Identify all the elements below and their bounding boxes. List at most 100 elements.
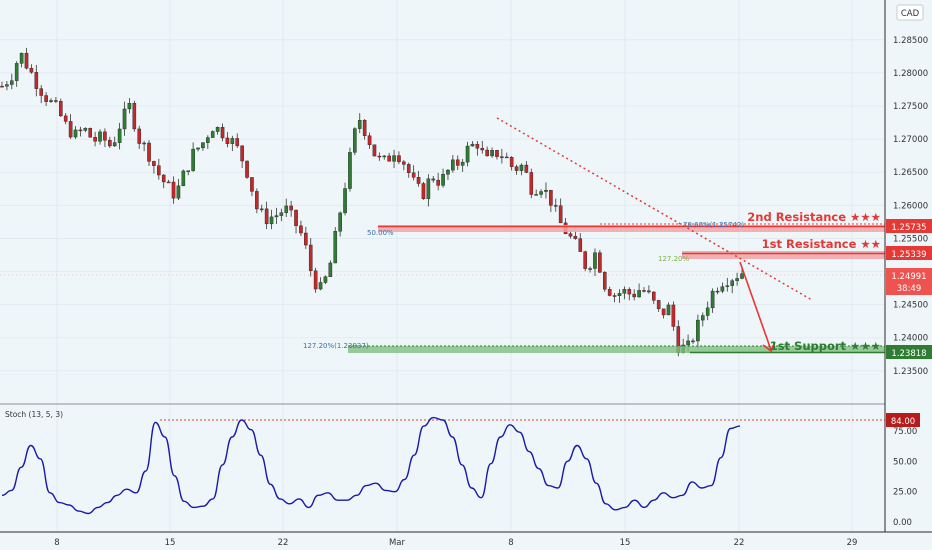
stoch-tick-label: 25.00 (893, 488, 917, 498)
price-axis[interactable]: 1.28500 1.28000 1.27500 1.27000 1.26500 1.260… (884, 0, 932, 532)
candle (627, 287, 632, 301)
price-tick-label: 1.28500 (893, 36, 928, 46)
candle (191, 142, 195, 172)
candle (696, 314, 700, 348)
candle (0, 81, 4, 88)
time-tick-label: 22 (278, 538, 289, 548)
candle (617, 289, 622, 303)
candle (671, 301, 676, 331)
candle (196, 147, 200, 152)
candle (294, 209, 298, 234)
stochastic-pane[interactable]: Stoch (13, 5, 3) (1, 410, 885, 515)
candle (108, 136, 112, 149)
candle (230, 135, 235, 152)
candle (397, 151, 401, 165)
first-resistance-label: 1st Resistance ★★ (762, 237, 881, 251)
candle (529, 168, 534, 199)
candle (93, 131, 97, 147)
candle (700, 312, 705, 327)
candle (132, 100, 137, 132)
candle (220, 123, 225, 142)
candle (5, 81, 9, 91)
candle (715, 287, 720, 295)
price-tick-label: 1.26000 (893, 201, 928, 211)
price-tick-label: 1.28000 (893, 69, 928, 79)
candle (607, 286, 612, 297)
candle (382, 155, 387, 160)
candle (500, 148, 504, 164)
candle (534, 189, 538, 196)
candle (318, 277, 323, 291)
second-resistance-label: 2nd Resistance ★★★ (747, 210, 881, 224)
svg-text:84.00: 84.00 (891, 417, 915, 427)
svg-text:1.23818: 1.23818 (891, 349, 926, 359)
candle (539, 189, 543, 198)
candle (313, 267, 318, 293)
svg-text:1.24991: 1.24991 (891, 272, 926, 282)
candle (421, 181, 426, 200)
currency-badge[interactable]: CAD (896, 4, 924, 21)
stoch-axis[interactable]: 75.00 50.00 25.00 0.00 84.00 (886, 413, 920, 528)
candle (19, 52, 24, 68)
candle (578, 233, 583, 252)
candle (583, 250, 587, 272)
candle (588, 266, 592, 273)
candle (387, 152, 391, 162)
candle (735, 272, 739, 286)
first-support-label: 1st Support ★★★ (770, 339, 881, 353)
stoch-overbought-badge: 84.00 (886, 413, 920, 427)
candle (598, 249, 602, 273)
candle (29, 64, 34, 74)
candle (446, 169, 450, 180)
candle (637, 283, 641, 298)
first-resistance-badge: 1.25339 (886, 246, 932, 260)
trendline[interactable] (496, 117, 813, 301)
candle (250, 177, 254, 197)
price-tick-label: 1.23500 (893, 367, 928, 377)
candle (436, 172, 440, 191)
candle (279, 208, 284, 222)
candle (504, 152, 509, 159)
candle (68, 114, 73, 139)
candle (691, 338, 695, 345)
candle (24, 47, 29, 70)
candle (264, 201, 269, 230)
candle (73, 126, 78, 139)
candle (485, 146, 489, 157)
candle (451, 155, 455, 173)
candle (284, 198, 289, 217)
candle (166, 179, 171, 184)
candle (480, 140, 485, 154)
candle (44, 92, 48, 106)
candle (549, 189, 553, 213)
candle (240, 145, 244, 168)
time-axis[interactable]: 8 15 22 Mar 8 15 22 29 (0, 531, 932, 548)
candle (78, 126, 83, 137)
candle (725, 277, 730, 292)
candle (176, 178, 181, 201)
candle (289, 200, 293, 217)
first-support-zone (348, 346, 885, 353)
candle (720, 282, 725, 294)
stoch-tick-label: 0.00 (893, 518, 912, 528)
price-pane[interactable]: 78.60%(1.25742) 50.00% 127.20% 127.20%(1… (0, 0, 885, 532)
candle (416, 170, 421, 187)
candle (201, 142, 205, 151)
candle (392, 149, 396, 169)
price-tick-label: 1.27500 (893, 102, 928, 112)
candle (63, 113, 68, 125)
candles (0, 47, 744, 357)
candle (161, 174, 166, 189)
candle (622, 286, 627, 300)
candle (122, 101, 127, 136)
price-tick-label: 1.25500 (893, 234, 928, 244)
candle (299, 220, 303, 237)
candle (568, 230, 573, 239)
second-resistance-badge: 1.25735 (886, 219, 932, 233)
grid (0, 0, 885, 532)
candle (157, 158, 161, 180)
candle (372, 144, 377, 157)
candle (475, 141, 480, 156)
candle (10, 73, 14, 90)
candle (181, 169, 186, 187)
